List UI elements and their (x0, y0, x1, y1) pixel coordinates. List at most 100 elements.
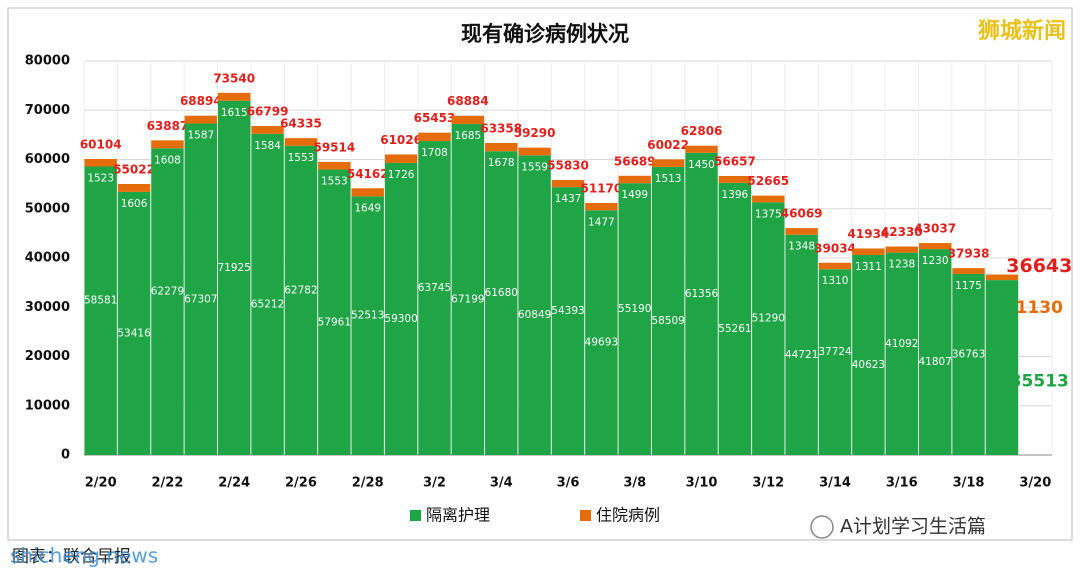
value-label: 1606 (121, 198, 148, 210)
bar-segment (351, 188, 384, 197)
value-label: 1513 (655, 173, 682, 185)
value-label: 58581 (84, 295, 117, 307)
y-tick-label: 70000 (25, 103, 70, 118)
total-label: 62806 (681, 124, 723, 138)
value-label: 41807 (918, 356, 951, 368)
value-label: 1230 (922, 255, 949, 267)
total-label: 65453 (414, 111, 456, 125)
bar-segment (485, 151, 518, 455)
total-label: 51170 (581, 181, 623, 195)
value-label: 37724 (818, 346, 852, 358)
x-tick-label: 2/22 (152, 476, 184, 491)
bar-segment (451, 115, 485, 125)
value-label: 1130 (1016, 298, 1063, 318)
x-tick-label: 3/14 (819, 476, 851, 491)
value-label: 1608 (154, 154, 181, 166)
total-label: 55022 (113, 163, 155, 177)
total-label: 60104 (80, 137, 122, 151)
x-tick-label: 3/8 (623, 476, 646, 491)
bar-segment (418, 132, 451, 142)
total-label: 52665 (747, 174, 789, 188)
value-label: 1375 (755, 208, 782, 220)
total-label: 60022 (647, 138, 689, 152)
total-label: 73540 (213, 71, 255, 85)
value-label: 62279 (151, 286, 184, 298)
x-tick-label: 3/4 (490, 476, 513, 491)
total-label: 54162 (347, 167, 389, 181)
value-label: 1708 (421, 147, 448, 159)
value-label: 55261 (718, 323, 751, 335)
bar-segment (818, 262, 852, 270)
bar-segment (718, 175, 752, 183)
value-label: 1437 (555, 193, 582, 205)
total-label: 59290 (514, 126, 556, 140)
value-label: 40623 (852, 359, 885, 371)
value-label: 1726 (388, 169, 415, 181)
bar-segment (384, 154, 418, 163)
value-label: 1615 (221, 107, 248, 119)
value-label: 67307 (184, 293, 217, 305)
bar-segment (852, 248, 885, 255)
bar-segment (985, 280, 1019, 455)
x-tick-label: 2/24 (218, 476, 250, 491)
total-label: 59514 (313, 140, 355, 154)
total-label: 61026 (380, 133, 422, 147)
bar-segment (117, 184, 151, 192)
value-label: 53416 (117, 327, 151, 339)
bar-segment (251, 126, 284, 134)
legend-swatch (580, 510, 591, 521)
site: shicheng.news (10, 544, 158, 568)
value-label: 1553 (288, 152, 315, 164)
total-label: 64335 (280, 117, 322, 131)
bar-segment (218, 92, 251, 101)
value-label: 55190 (618, 303, 651, 315)
bar-segment (985, 274, 1019, 281)
source: 图表：联合早报 (12, 547, 131, 567)
bar-segment (651, 166, 685, 455)
bar-segment (151, 148, 184, 455)
value-label: 36763 (952, 348, 985, 360)
bar-segment (585, 202, 618, 211)
bar-segment (451, 124, 485, 455)
bar-segment (184, 115, 218, 124)
bar-segment (84, 166, 117, 455)
value-label: 1238 (888, 259, 915, 271)
total-label: 63887 (147, 119, 189, 133)
value-label: 61356 (685, 288, 719, 300)
bar-segment (618, 175, 651, 184)
value-label: 57961 (318, 316, 351, 328)
total-label: 56689 (614, 154, 656, 168)
total-label: 42330 (881, 225, 923, 239)
bar-segment (952, 268, 985, 274)
x-tick-label: 3/10 (686, 476, 718, 491)
value-label: 1584 (254, 140, 281, 152)
bar-segment (918, 243, 952, 250)
bar-segment (284, 145, 318, 455)
x-tick-label: 3/20 (1019, 476, 1051, 491)
value-label: 63745 (418, 282, 451, 294)
bar-segment (551, 187, 585, 455)
y-tick-label: 30000 (25, 300, 70, 315)
value-label: 1553 (321, 176, 348, 188)
value-label: 1685 (454, 130, 481, 142)
value-label: 1348 (788, 241, 815, 253)
value-label: 61680 (485, 287, 518, 299)
value-label: 71925 (218, 262, 251, 274)
bar-segment (651, 159, 685, 167)
chart-title: 现有确诊病例状况 (461, 22, 629, 46)
total-label: 68894 (180, 94, 222, 108)
bar-segment (885, 252, 918, 455)
value-label: 54393 (551, 305, 584, 317)
bar-segment (618, 183, 651, 455)
y-tick-label: 0 (61, 448, 70, 463)
total-label: 66799 (247, 105, 289, 119)
value-label: 1477 (588, 216, 615, 228)
value-label: 1649 (354, 202, 381, 214)
bar-segment (818, 269, 852, 455)
bar-segment (318, 169, 351, 456)
bar-segment (885, 246, 918, 253)
legend-label: 住院病例 (596, 506, 660, 525)
total-label: 36643 (1006, 255, 1072, 277)
value-label: 58509 (651, 315, 684, 327)
